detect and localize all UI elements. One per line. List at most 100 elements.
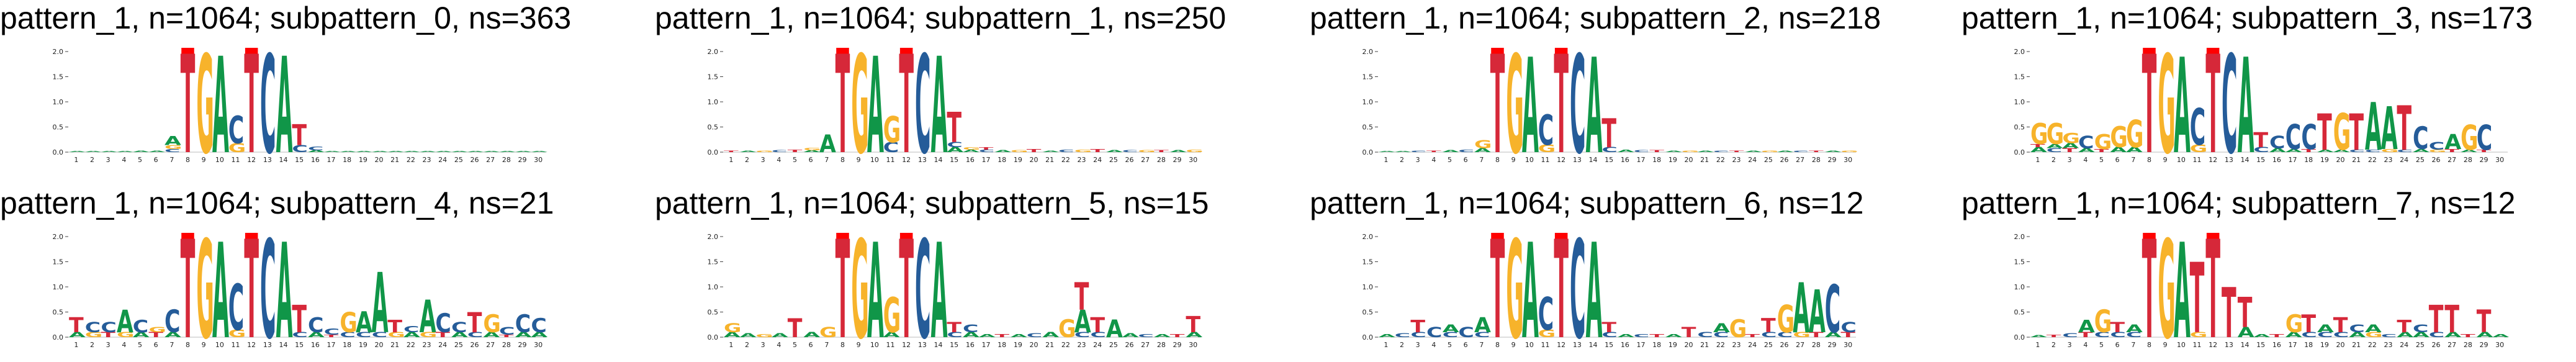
x-tick-label: 15	[295, 341, 304, 349]
logo-letter-C: C	[164, 304, 180, 340]
x-tick-label: 22	[2368, 341, 2377, 349]
logo-letter-T: T	[835, 27, 850, 184]
x-tick-label: 11	[886, 341, 895, 349]
logo-letter-A: A	[2238, 31, 2254, 184]
x-tick-label: 15	[1605, 341, 1613, 349]
x-tick-label: 18	[343, 156, 351, 164]
svg-text:C: C	[1570, 27, 1585, 184]
x-tick-label: 28	[1157, 156, 1166, 164]
svg-text:G: G	[1138, 150, 1156, 153]
svg-text:C: C	[2301, 331, 2317, 339]
logo-letter-A: A	[740, 150, 757, 153]
x-tick-label: 22	[1716, 156, 1725, 164]
svg-text:T: T	[788, 149, 803, 153]
x-tick-label: 17	[327, 156, 336, 164]
x-tick-label: 1	[729, 156, 733, 164]
logo-letter-C: C	[2253, 146, 2269, 154]
x-tick-label: 9	[202, 341, 206, 349]
logo-letter-C: C	[260, 27, 276, 184]
svg-text:T: T	[1490, 27, 1505, 184]
svg-text:A: A	[2397, 331, 2413, 339]
y-tick-label: 1.0	[2014, 283, 2025, 291]
logo-panel: pattern_1, n=1064; subpattern_5, ns=15 0.…	[655, 185, 1276, 362]
svg-text:T: T	[899, 212, 914, 362]
svg-text:A: A	[308, 150, 325, 153]
x-tick-label: 9	[857, 341, 861, 349]
logo-letter-A: A	[2126, 146, 2143, 154]
logo-letter-A: A	[148, 150, 165, 153]
x-tick-label: 6	[154, 156, 158, 164]
logo-letter-C: C	[1601, 146, 1617, 154]
y-tick-label: 2.0	[1362, 48, 1374, 56]
x-tick-label: 17	[1637, 341, 1646, 349]
svg-text:G: G	[755, 150, 773, 153]
svg-text:A: A	[133, 150, 150, 153]
logo-letter-A: A	[1042, 150, 1059, 153]
logo-panel: pattern_1, n=1064; subpattern_1, ns=250 0…	[655, 0, 1276, 184]
x-tick-label: 23	[2384, 341, 2393, 349]
svg-text:A: A	[2444, 331, 2461, 339]
svg-text:C: C	[947, 331, 962, 339]
logo-letter-A: A	[740, 332, 757, 339]
svg-text:A: A	[1586, 31, 1603, 184]
svg-text:C: C	[1458, 324, 1474, 340]
svg-text:C: C	[467, 331, 483, 339]
logo-letter-T: T	[1809, 150, 1824, 153]
logo-letter-A: A	[276, 216, 293, 362]
x-tick-label: 18	[1652, 341, 1661, 349]
x-tick-label: 7	[2131, 156, 2135, 164]
logo-letter-G: G	[1729, 315, 1747, 343]
logo-panel: pattern_1, n=1064; subpattern_3, ns=173 0…	[1961, 0, 2576, 184]
logo-chart: 0.00.51.01.52.01 2 3 4 5 6 7 8 9 10 11 12 13 14 15 16 17…	[1362, 27, 1858, 184]
logo-letter-A: A	[724, 331, 741, 339]
logo-letter-G: G	[803, 147, 821, 151]
svg-text:A: A	[2413, 148, 2430, 153]
logo-letter-T: T	[1554, 27, 1569, 184]
logo-letter-T: T	[2397, 94, 2412, 165]
logo-letter-A: A	[2174, 31, 2191, 184]
logo-letter-T: T	[2142, 27, 2157, 184]
x-tick-label: 11	[1541, 341, 1550, 349]
logo-letter-T: T	[244, 27, 259, 184]
svg-text:A: A	[867, 29, 884, 183]
x-tick-label: 16	[311, 341, 320, 349]
svg-text:C: C	[340, 331, 355, 339]
logo-letter-T: T	[2301, 148, 2316, 153]
svg-text:C: C	[2078, 133, 2094, 153]
logo-letter-G: G	[228, 141, 246, 155]
x-tick-label: 30	[534, 341, 543, 349]
logo-letter-C: C	[2047, 147, 2062, 154]
x-tick-label: 8	[2147, 156, 2151, 164]
logo-letter-C: C	[1090, 331, 1106, 339]
y-tick-label: 1.5	[1362, 73, 1374, 81]
svg-text:G: G	[803, 147, 821, 151]
x-tick-label: 12	[247, 156, 256, 164]
logo-letter-T: T	[1410, 317, 1425, 337]
logo-letter-A: A	[2461, 149, 2478, 153]
x-tick-label: 7	[169, 156, 174, 164]
logo-letter-C: C	[1074, 331, 1090, 339]
svg-text:C: C	[2381, 333, 2397, 338]
svg-text:G: G	[819, 324, 837, 340]
logo-letter-A: A	[931, 216, 948, 362]
svg-text:C: C	[1458, 149, 1474, 153]
x-tick-label: 1	[74, 341, 78, 349]
logo-letter-G: G	[2126, 112, 2143, 156]
logo-letter-T: T	[2030, 143, 2045, 148]
x-tick-label: 20	[2336, 156, 2345, 164]
logo-letter-T: T	[1729, 150, 1744, 153]
x-tick-label: 25	[454, 156, 463, 164]
x-tick-label: 28	[1157, 341, 1166, 349]
logo-chart: 0.00.51.01.52.01 2 3 4 5 6 7 8 9 10 11 12 13 14 15 16 17…	[53, 212, 548, 362]
logo-letter-A: A	[101, 151, 117, 153]
svg-text:T: T	[1154, 150, 1169, 153]
svg-text:A: A	[2461, 149, 2478, 153]
x-tick-label: 25	[454, 341, 463, 349]
x-tick-label: 24	[1748, 341, 1757, 349]
svg-text:G: G	[117, 331, 134, 339]
logo-letter-G: G	[148, 326, 166, 334]
svg-text:T: T	[1601, 319, 1616, 335]
svg-text:T: T	[835, 212, 850, 362]
svg-text:C: C	[915, 27, 930, 184]
svg-text:A: A	[276, 29, 293, 183]
